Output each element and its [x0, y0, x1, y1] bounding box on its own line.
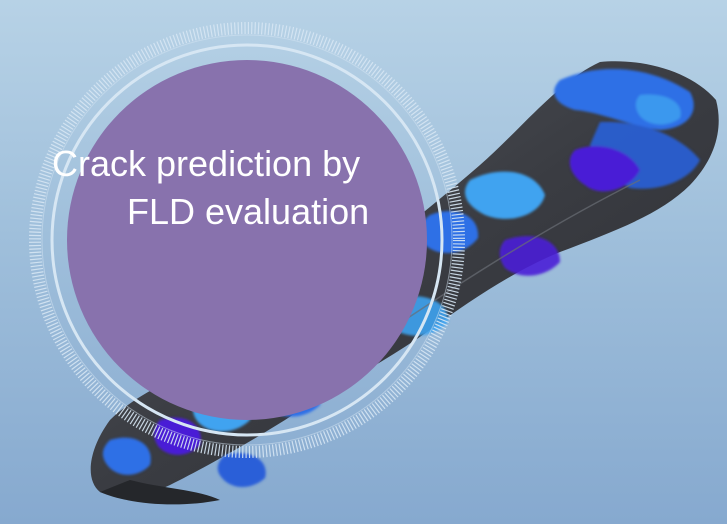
caption-line-1: Crack prediction by [52, 143, 361, 184]
part-flange [100, 480, 220, 505]
badge-caption: Crack prediction by FLD evaluation [40, 140, 430, 236]
circular-badge-icon [29, 22, 465, 458]
badge-disc [67, 60, 427, 420]
caption-line-2: FLD evaluation [127, 191, 370, 232]
